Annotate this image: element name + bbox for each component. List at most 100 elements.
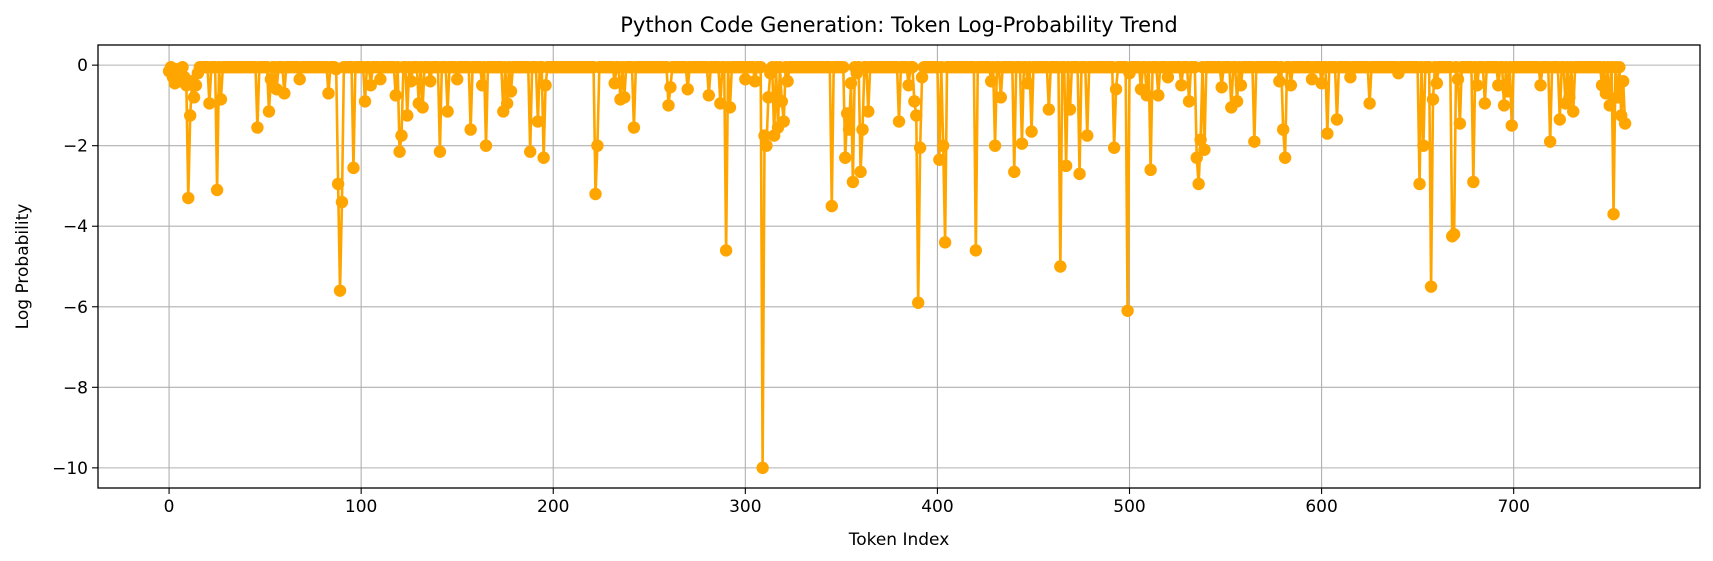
data-point [994,91,1008,104]
data-point [251,121,264,134]
data-point [1451,73,1465,86]
data-point [184,109,197,122]
data-point [1278,151,1292,164]
data-point [389,89,402,102]
data-point [589,187,602,201]
data-point [913,141,927,154]
data-point [1478,97,1492,110]
data-point [862,105,875,118]
data-point [1248,135,1261,148]
data-point [335,195,349,209]
data-point [393,145,406,158]
data-point [401,109,414,122]
data-point [1144,163,1157,177]
data-point [762,91,775,104]
y-tick-label: −4 [63,217,88,237]
data-point [756,461,769,475]
data-point [1467,175,1480,189]
data-point [333,284,347,297]
data-point [1025,125,1038,138]
data-point [262,105,276,118]
data-point [1042,103,1056,116]
data-point [1492,79,1505,92]
y-tick-label: −8 [63,378,88,398]
data-point [719,244,733,257]
data-point [892,115,906,128]
y-tick-label: −6 [63,298,88,318]
data-point [1021,77,1034,90]
data-point [1234,79,1248,92]
data-point [1430,77,1444,90]
data-point [1194,133,1207,146]
x-tick-label: 400 [921,497,953,517]
data-point [723,101,737,114]
data-point [1417,139,1430,152]
data-point [1305,73,1319,86]
data-point [1284,79,1298,92]
data-point [347,161,360,175]
data-point [1543,135,1557,148]
data-point [748,75,762,88]
data-point [1190,151,1203,164]
data-point [856,123,869,136]
data-point [1447,228,1461,241]
data-point [969,244,983,257]
data-point [839,151,852,164]
data-point [176,60,189,74]
x-tick-label: 600 [1305,497,1337,517]
data-point [1230,95,1244,108]
data-point [539,79,552,92]
data-point [910,109,923,122]
data-point [837,60,850,74]
data-point [1008,165,1021,179]
x-tick-label: 700 [1497,497,1529,517]
data-point [475,79,489,92]
data-point [844,77,858,90]
data-point [331,177,345,191]
data-point [416,101,429,114]
data-point [662,99,675,112]
y-tick-label: −2 [63,137,88,157]
data-point [464,123,477,136]
data-point [1121,304,1134,317]
data-point [739,73,752,86]
data-point [591,139,604,152]
data-point [908,95,921,108]
data-point [938,236,952,249]
data-point [1140,89,1153,102]
x-tick-label: 500 [1113,497,1145,517]
data-point [1567,105,1580,118]
data-point [1073,167,1086,181]
data-point [278,87,291,100]
data-point [681,83,694,96]
data-point [1192,177,1205,191]
data-point [1426,93,1440,106]
data-point [906,60,919,74]
data-point [1059,159,1073,173]
data-series [162,60,1632,475]
data-point [985,75,998,88]
data-point [1175,79,1188,92]
data-point [441,105,454,118]
data-point [479,139,493,152]
data-point [825,199,838,213]
data-point [714,97,727,110]
data-point [1603,99,1616,112]
data-point [1063,103,1077,116]
data-point [1497,99,1511,112]
data-point [758,129,771,142]
data-point [1321,127,1334,140]
data-point [210,183,224,197]
data-point [775,95,789,108]
data-point [608,77,621,90]
data-point [1616,75,1630,88]
data-point [1330,113,1344,126]
data-point [1553,113,1566,126]
data-point [988,139,1002,152]
x-tick-label: 200 [537,497,569,517]
data-point [187,91,201,104]
data-point [842,123,856,136]
data-point [189,79,203,92]
data-point [1109,83,1123,96]
